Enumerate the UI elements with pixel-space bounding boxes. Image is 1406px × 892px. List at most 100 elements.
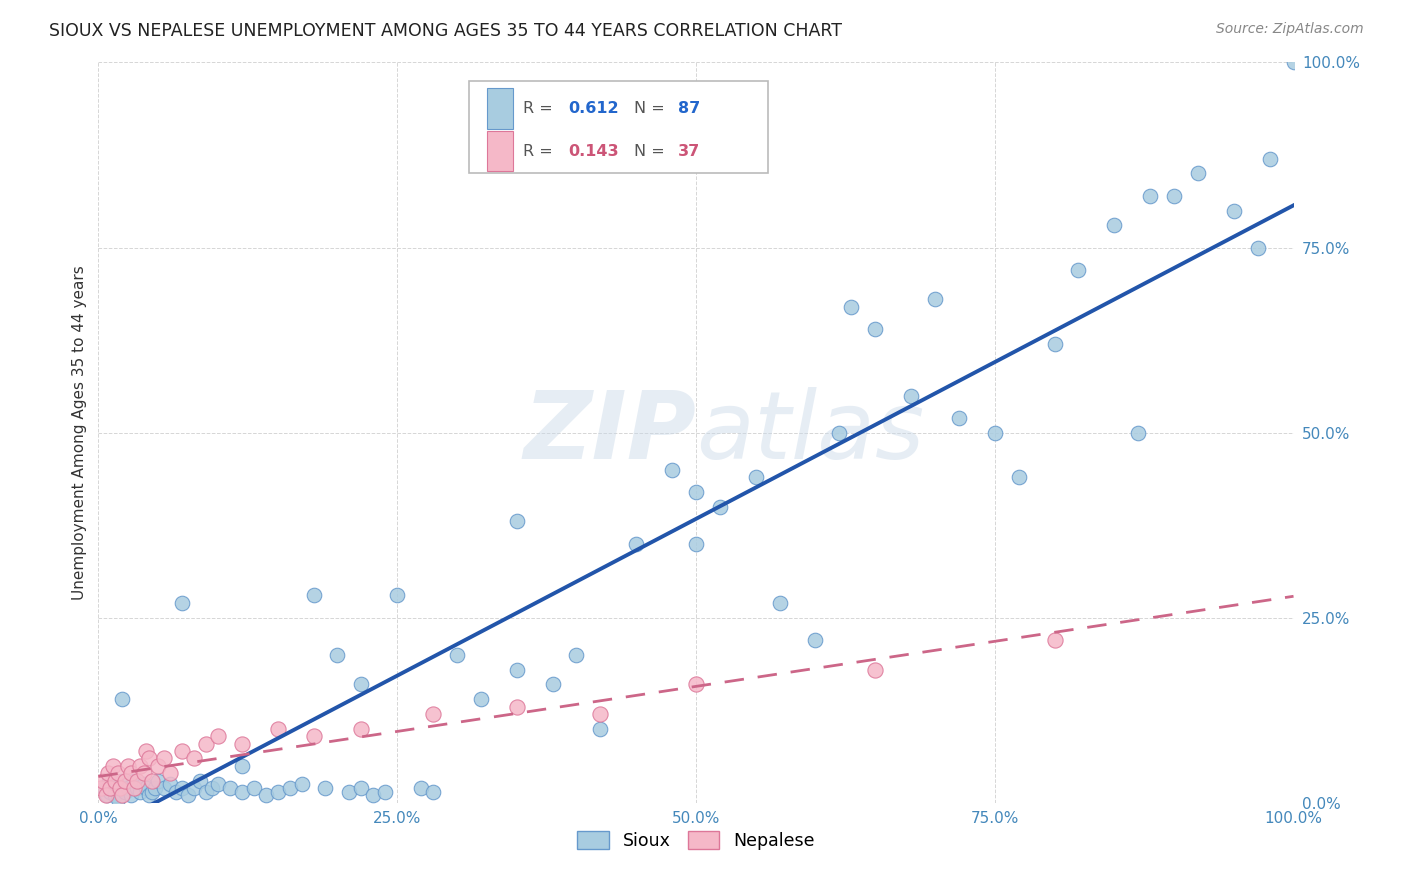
Point (120, 766, 142, 780)
Point (278, 780, 301, 795)
Text: R =: R = (523, 101, 558, 116)
Point (120, 789, 142, 803)
Point (1139, 188, 1161, 202)
Point (125, 780, 148, 795)
Point (385, 589, 409, 603)
Text: Source: ZipAtlas.com: Source: ZipAtlas.com (1216, 22, 1364, 37)
Point (661, 462, 683, 476)
Point (350, 677, 373, 691)
Point (1187, 166, 1209, 180)
Text: N =: N = (634, 144, 669, 159)
Point (948, 410, 970, 425)
Point (143, 780, 166, 795)
Point (135, 780, 157, 795)
Point (98, 780, 122, 795)
Point (148, 758, 170, 772)
Point (104, 773, 127, 788)
Point (172, 744, 194, 758)
Point (91, 773, 114, 788)
Point (183, 751, 205, 765)
Text: SIOUX VS NEPALESE UNEMPLOYMENT AMONG AGES 35 TO 44 YEARS CORRELATION CHART: SIOUX VS NEPALESE UNEMPLOYMENT AMONG AGE… (49, 22, 842, 40)
Point (114, 785, 136, 799)
Point (865, 322, 887, 336)
Point (111, 773, 134, 788)
Point (153, 751, 176, 765)
Bar (486, 131, 513, 171)
Point (124, 780, 146, 795)
Point (107, 792, 129, 806)
Point (207, 729, 229, 743)
Point (865, 663, 887, 677)
Point (93, 780, 115, 795)
Bar (486, 88, 513, 128)
Point (1104, 219, 1126, 233)
Point (804, 632, 827, 647)
Point (231, 785, 253, 799)
Point (1043, 632, 1066, 647)
Point (1067, 262, 1090, 277)
Point (565, 648, 588, 662)
Point (1282, 55, 1305, 70)
Point (828, 425, 851, 440)
Point (267, 785, 290, 799)
Point (422, 785, 444, 799)
Point (104, 789, 127, 803)
Point (98, 785, 122, 799)
Text: 37: 37 (678, 144, 700, 159)
Point (94, 789, 117, 803)
Point (129, 758, 152, 772)
Point (138, 751, 160, 765)
Point (129, 785, 152, 799)
Point (626, 536, 648, 550)
Point (132, 777, 155, 791)
Point (153, 780, 176, 795)
Point (108, 780, 131, 795)
Point (201, 780, 224, 795)
Point (125, 773, 148, 788)
Point (114, 773, 136, 788)
Point (589, 722, 612, 736)
Point (267, 722, 290, 736)
Point (291, 777, 314, 791)
Point (165, 785, 187, 799)
Point (101, 780, 124, 795)
Point (326, 648, 349, 662)
Point (924, 293, 946, 307)
Point (350, 780, 373, 795)
Point (745, 470, 768, 484)
Point (1008, 470, 1031, 484)
Point (541, 677, 564, 691)
Point (1163, 188, 1185, 202)
Point (132, 766, 155, 780)
Point (506, 663, 529, 677)
Point (148, 773, 170, 788)
Point (231, 737, 253, 751)
Point (446, 648, 468, 662)
Point (111, 692, 134, 706)
Point (207, 777, 229, 791)
Point (900, 388, 922, 402)
Point (302, 589, 325, 603)
Point (1128, 425, 1150, 440)
Point (841, 300, 863, 314)
Point (1223, 203, 1246, 218)
Point (1043, 336, 1066, 351)
Point (422, 706, 444, 721)
Point (172, 780, 194, 795)
Point (138, 789, 160, 803)
Point (101, 758, 124, 772)
Point (117, 780, 139, 795)
FancyBboxPatch shape (470, 81, 768, 173)
Point (231, 758, 253, 772)
Point (141, 785, 163, 799)
Point (302, 729, 325, 743)
Point (195, 737, 218, 751)
Point (195, 785, 218, 799)
Point (97, 766, 120, 780)
Point (159, 766, 181, 780)
Point (183, 780, 205, 795)
Point (124, 773, 146, 788)
Point (98, 773, 121, 788)
Point (105, 777, 128, 791)
Point (363, 789, 385, 803)
